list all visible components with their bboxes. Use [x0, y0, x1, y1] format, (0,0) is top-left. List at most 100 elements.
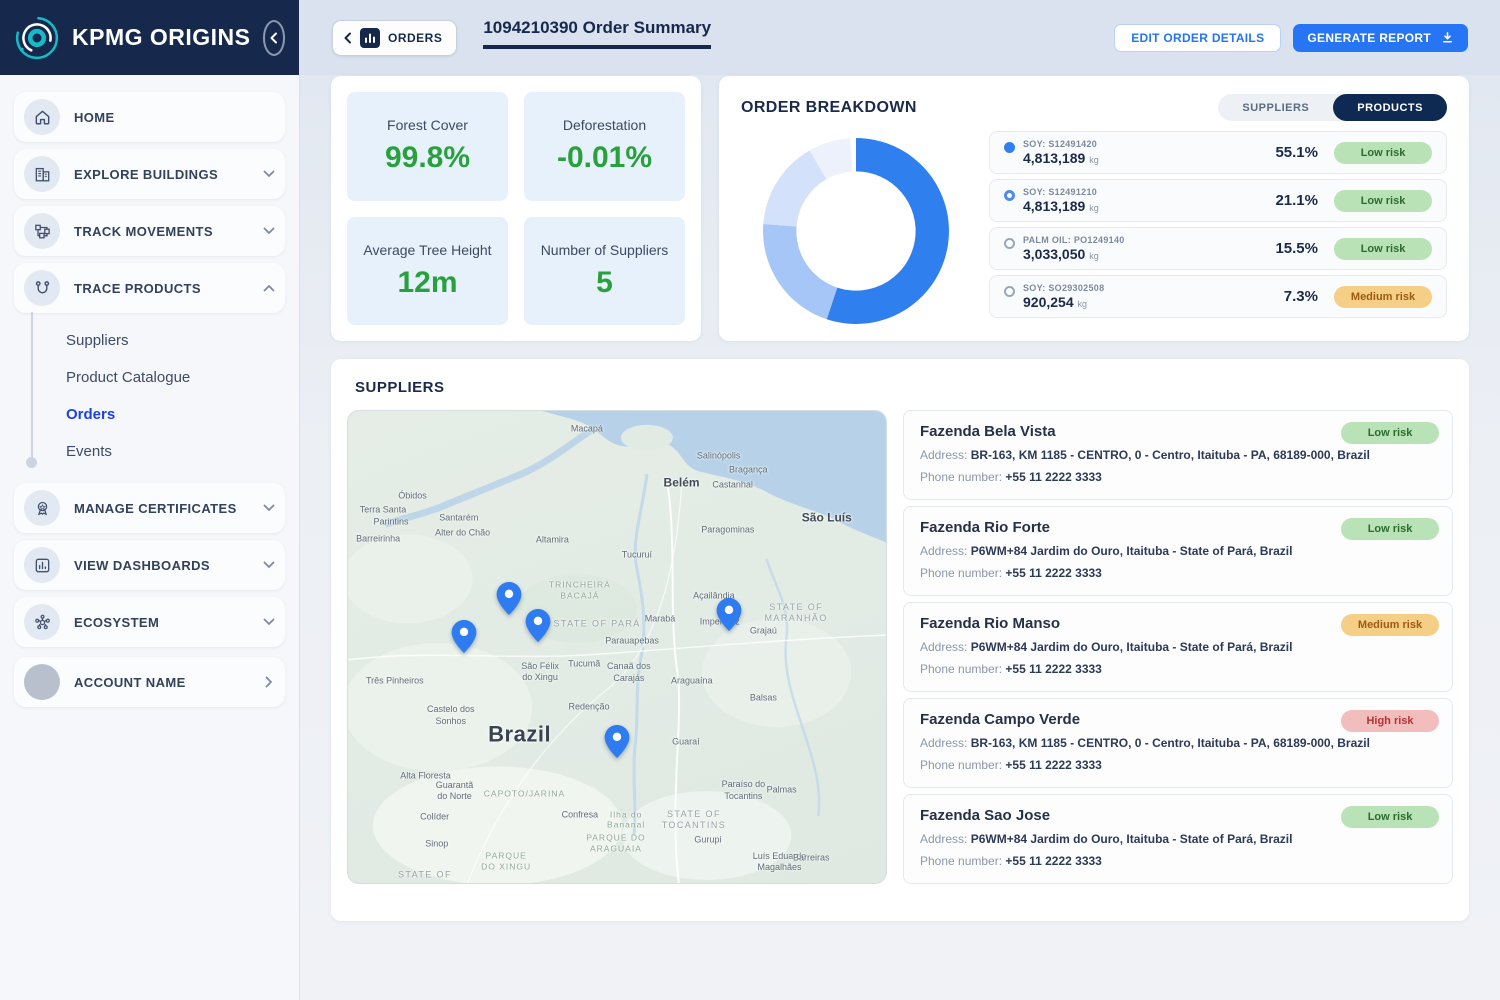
risk-badge: High risk: [1341, 710, 1439, 732]
main-area: ORDERS 1094210390 Order Summary EDIT ORD…: [300, 0, 1500, 1000]
kpi-panel: Forest Cover 99.8% Deforestation -0.01% …: [331, 76, 701, 341]
sidebar-item-home[interactable]: HOME: [14, 92, 285, 142]
donut-segment-2[interactable]: [763, 224, 837, 319]
risk-badge: Low risk: [1341, 806, 1439, 828]
kpi-value: 5: [596, 266, 613, 300]
ecosystem-icon: [24, 604, 60, 640]
download-icon: [1441, 31, 1454, 44]
suppliers-panel: SUPPLIERS: [331, 359, 1469, 921]
topbar: ORDERS 1094210390 Order Summary EDIT ORD…: [300, 0, 1500, 75]
orders-button-label: ORDERS: [388, 31, 442, 45]
product-percent: 15.5%: [1254, 240, 1318, 257]
product-bullet-icon: [1004, 238, 1015, 249]
supplier-card[interactable]: Fazenda Sao Jose Low risk Address: P6WM+…: [903, 794, 1453, 884]
back-to-orders-button[interactable]: ORDERS: [332, 20, 457, 56]
buildings-icon: [24, 156, 60, 192]
kpi-card: Deforestation -0.01%: [524, 92, 685, 201]
kpi-value: -0.01%: [557, 141, 652, 175]
sidebar-subitem-product-catalogue[interactable]: Product Catalogue: [66, 359, 299, 396]
product-code: SOY: S12491210: [1023, 187, 1099, 197]
sidebar-subitem-events[interactable]: Events: [66, 433, 299, 470]
product-weight: 3,033,050 kg: [1023, 246, 1125, 262]
risk-badge: Low risk: [1341, 422, 1439, 444]
account-row[interactable]: ACCOUNT NAME: [14, 657, 285, 707]
brand-logo-icon: [14, 15, 60, 61]
generate-report-button[interactable]: GENERATE REPORT: [1293, 24, 1468, 52]
map-pin-2[interactable]: [526, 609, 551, 642]
product-bullet-icon: [1004, 286, 1015, 297]
sidebar-item-track-movements[interactable]: TRACK MOVEMENTS: [14, 206, 285, 256]
sidebar-item-manage-certificates[interactable]: MANAGE CERTIFICATES: [14, 483, 285, 533]
chevron-down-icon: [263, 618, 275, 626]
account-name-label: ACCOUNT NAME: [74, 675, 249, 690]
kpi-card: Average Tree Height 12m: [347, 217, 508, 326]
order-donut-chart: [760, 135, 952, 327]
product-percent: 21.1%: [1254, 192, 1318, 209]
risk-badge: Low risk: [1334, 238, 1432, 260]
sidebar-item-ecosystem[interactable]: ECOSYSTEM: [14, 597, 285, 647]
sidebar-item-trace-products[interactable]: TRACE PRODUCTS: [14, 263, 285, 313]
order-breakdown-title: ORDER BREAKDOWN: [741, 99, 917, 117]
supplier-card[interactable]: Fazenda Rio Manso Medium risk Address: P…: [903, 602, 1453, 692]
product-bullet-icon: [1004, 142, 1015, 153]
order-breakdown-panel: ORDER BREAKDOWN SUPPLIERS PRODUCTS SOY: …: [719, 76, 1469, 341]
product-percent: 55.1%: [1254, 144, 1318, 161]
map-background: [348, 411, 886, 883]
kpi-value: 99.8%: [385, 141, 470, 175]
sidebar-item-view-dashboards[interactable]: VIEW DASHBOARDS: [14, 540, 285, 590]
product-weight: 920,254 kg: [1023, 294, 1104, 310]
product-bullet-icon: [1004, 190, 1015, 201]
product-unit: kg: [1089, 203, 1099, 213]
kpi-label: Deforestation: [563, 117, 646, 133]
tab-suppliers[interactable]: SUPPLIERS: [1218, 94, 1333, 121]
dashboard-icon: [24, 547, 60, 583]
generate-report-label: GENERATE REPORT: [1307, 31, 1431, 45]
chevron-left-icon: [268, 32, 280, 44]
product-weight: 4,813,189 kg: [1023, 198, 1099, 214]
product-code: SOY: SO29302508: [1023, 283, 1104, 293]
supplier-list: Fazenda Bela Vista Low risk Address: BR-…: [903, 410, 1453, 907]
map-pin-3[interactable]: [451, 620, 476, 653]
supplier-card[interactable]: Fazenda Rio Forte Low risk Address: P6WM…: [903, 506, 1453, 596]
product-row[interactable]: SOY: S12491210 4,813,189 kg 21.1% Low ri…: [989, 179, 1447, 222]
risk-badge: Low risk: [1334, 142, 1432, 164]
edit-order-details-button[interactable]: EDIT ORDER DETAILS: [1114, 24, 1281, 52]
product-row[interactable]: SOY: S12491420 4,813,189 kg 55.1% Low ri…: [989, 131, 1447, 174]
sidebar: KPMG ORIGINS HOME EXPLORE BUILDINGS TRAC…: [0, 0, 300, 1000]
product-row[interactable]: SOY: SO29302508 920,254 kg 7.3% Medium r…: [989, 275, 1447, 318]
supplier-phone: Phone number: +55 11 2222 3333: [920, 758, 1436, 772]
suppliers-title: SUPPLIERS: [355, 379, 1453, 396]
chevron-down-icon: [263, 561, 275, 569]
trace-icon: [24, 270, 60, 306]
sidebar-header: KPMG ORIGINS: [0, 0, 299, 75]
product-weight: 4,813,189 kg: [1023, 150, 1099, 166]
risk-badge: Medium risk: [1341, 614, 1439, 636]
map-pin-1[interactable]: [497, 582, 522, 615]
sidebar-subitem-orders[interactable]: Orders: [66, 396, 299, 433]
supplier-address: Address: P6WM+84 Jardim do Ouro, Itaitub…: [920, 832, 1436, 846]
sidebar-item-explore-buildings[interactable]: EXPLORE BUILDINGS: [14, 149, 285, 199]
risk-badge: Medium risk: [1334, 286, 1432, 308]
kpi-card: Forest Cover 99.8%: [347, 92, 508, 201]
supplier-card[interactable]: Fazenda Bela Vista Low risk Address: BR-…: [903, 410, 1453, 500]
topbar-actions: EDIT ORDER DETAILS GENERATE REPORT: [1114, 24, 1468, 52]
chevron-down-icon: [263, 504, 275, 512]
product-row[interactable]: PALM OIL: PO1249140 3,033,050 kg 15.5% L…: [989, 227, 1447, 270]
trace-products-submenu: SuppliersProduct CatalogueOrdersEvents: [0, 320, 299, 476]
chevron-left-icon: [343, 32, 352, 44]
supplier-phone: Phone number: +55 11 2222 3333: [920, 662, 1436, 676]
sidebar-subitem-suppliers[interactable]: Suppliers: [66, 322, 299, 359]
sidebar-collapse-button[interactable]: [263, 20, 285, 56]
supplier-card[interactable]: Fazenda Campo Verde High risk Address: B…: [903, 698, 1453, 788]
content: Forest Cover 99.8% Deforestation -0.01% …: [300, 75, 1500, 1000]
map-pin-5[interactable]: [605, 725, 630, 758]
movements-icon: [24, 213, 60, 249]
breakdown-tabs: SUPPLIERS PRODUCTS: [1218, 94, 1447, 121]
product-unit: kg: [1078, 299, 1088, 309]
map-pin-4[interactable]: [717, 598, 742, 631]
donut-wrap: [741, 131, 971, 327]
product-code: PALM OIL: PO1249140: [1023, 235, 1125, 245]
chevron-right-icon: [263, 678, 275, 686]
map-canvas[interactable]: MacapáSalinópolisBragançaBelémCastanhalS…: [347, 410, 887, 884]
tab-products[interactable]: PRODUCTS: [1333, 94, 1447, 121]
